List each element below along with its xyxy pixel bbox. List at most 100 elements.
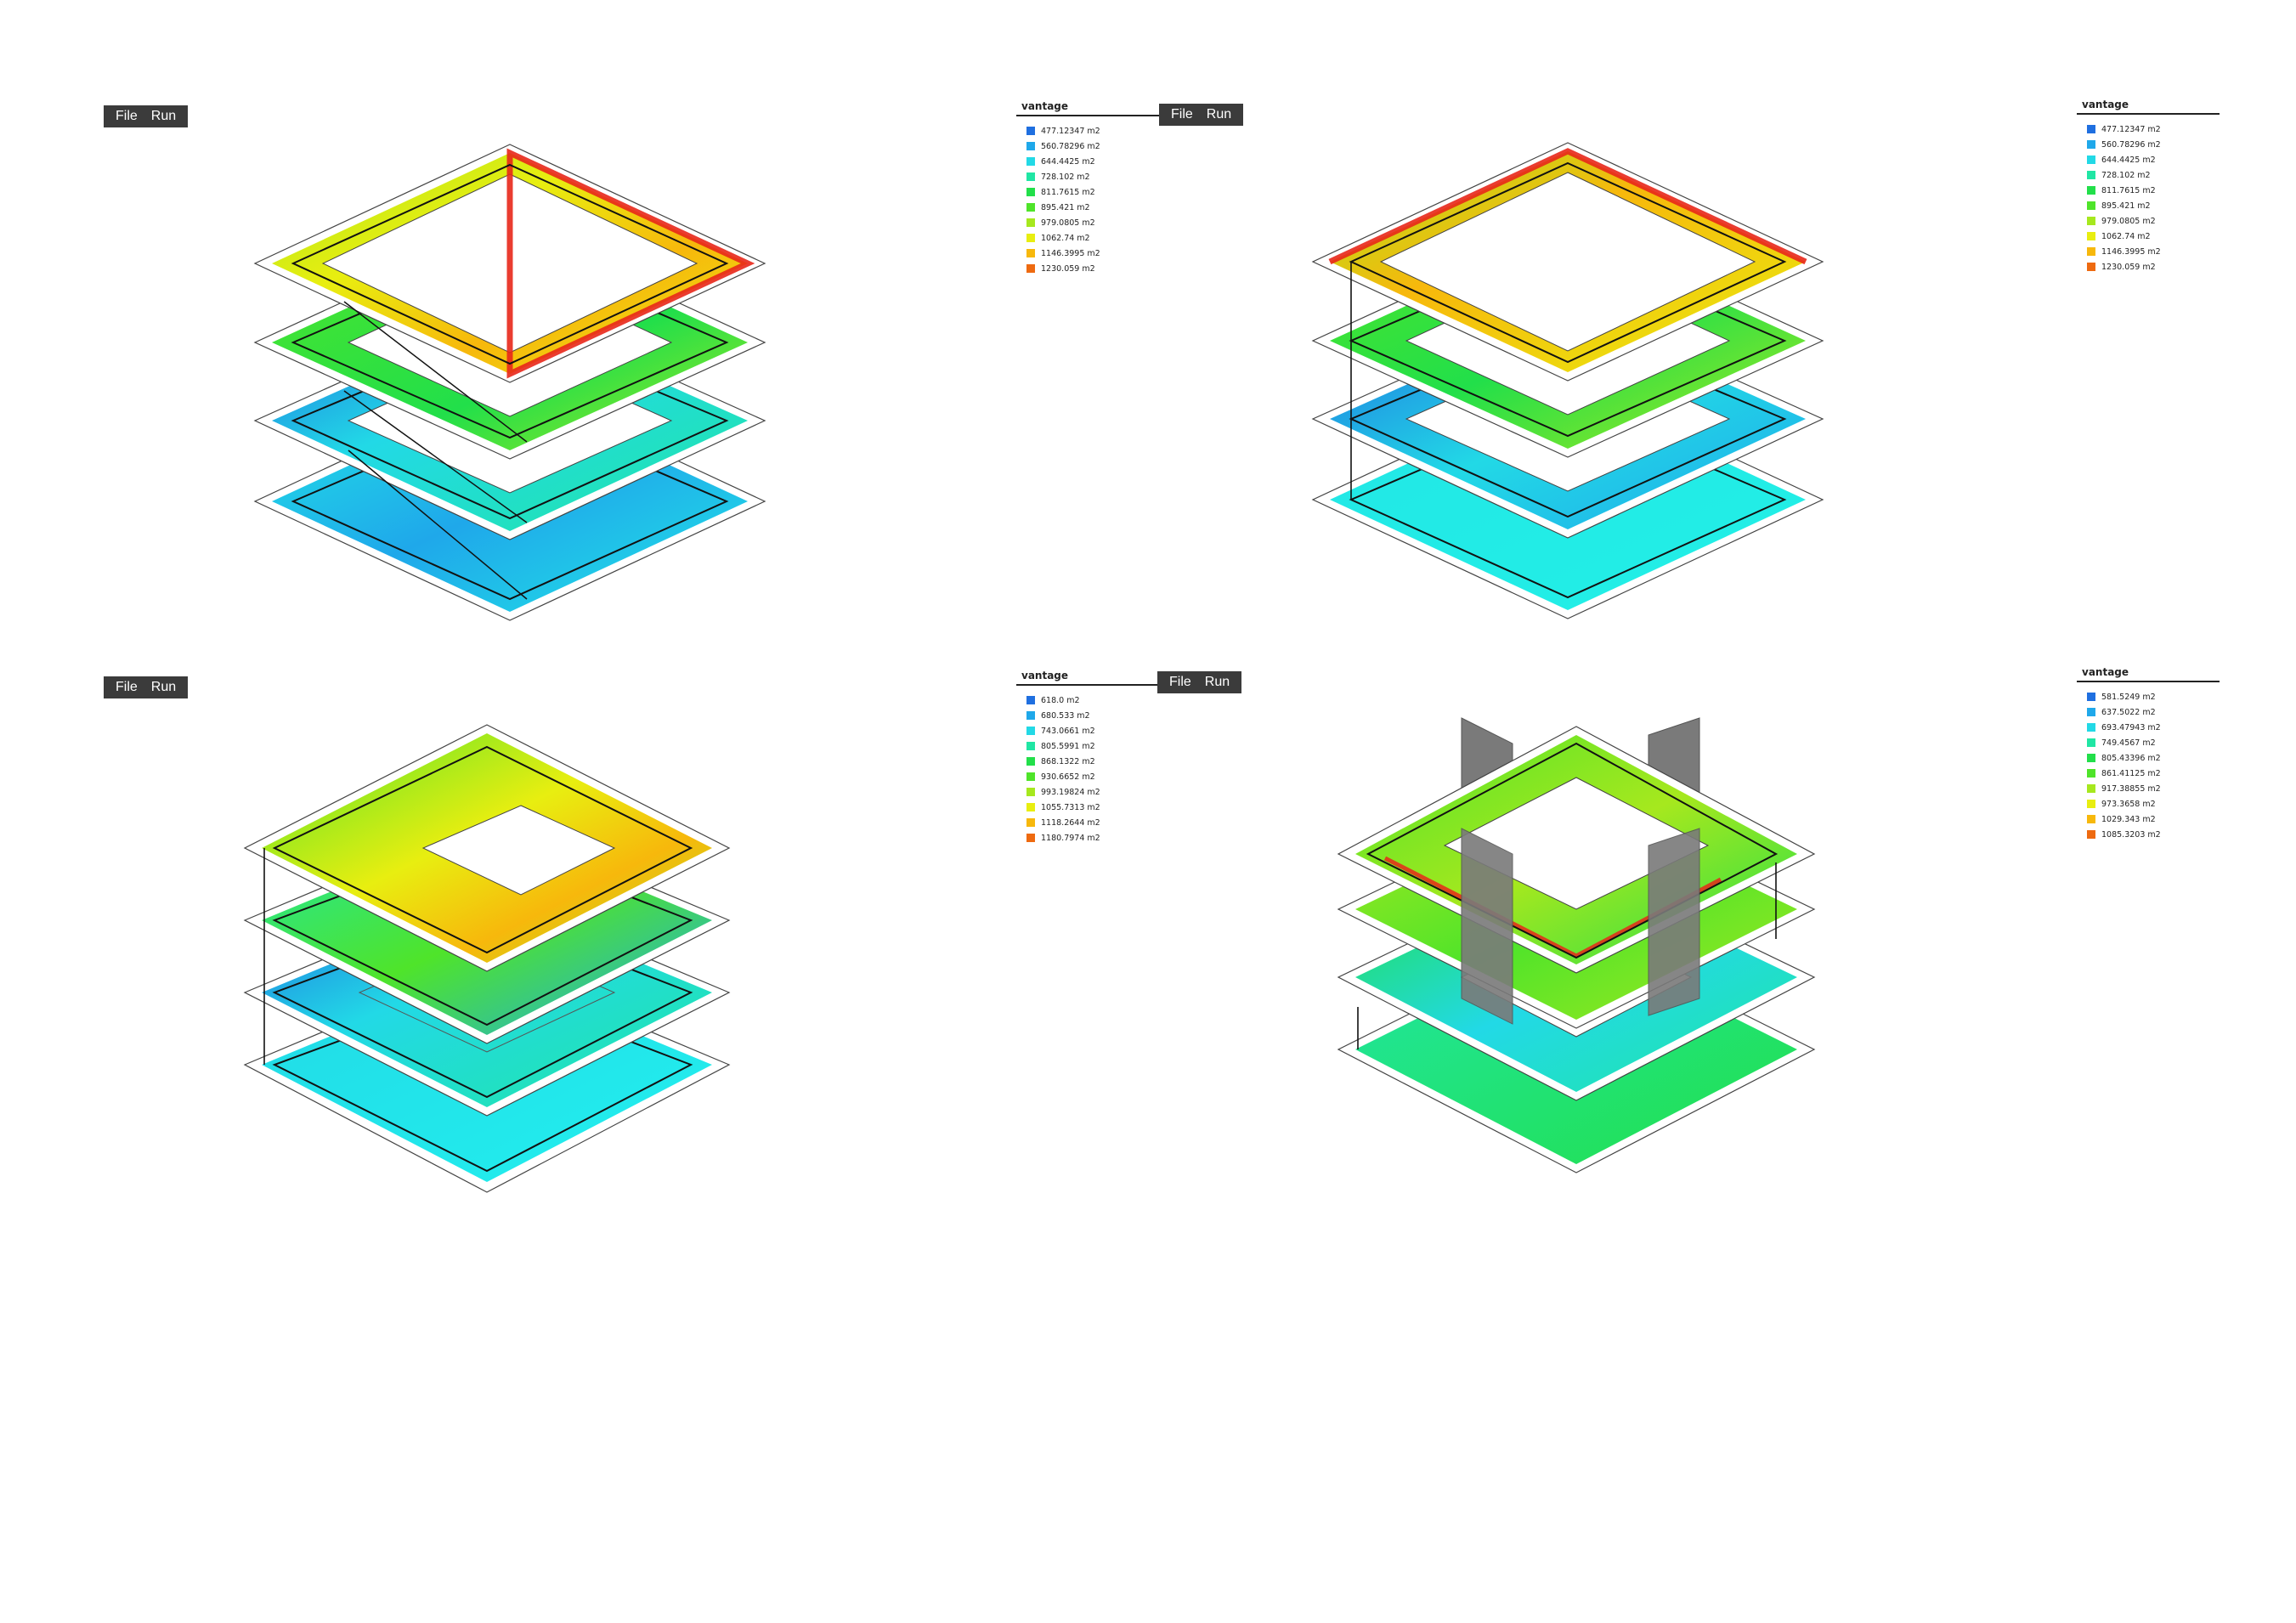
run-menu[interactable]: Run [1204, 675, 1230, 689]
legend-item: 1118.2644 m2 [1026, 815, 1159, 830]
legend-label: 805.43396 m2 [2101, 753, 2161, 763]
legend-swatch [1026, 249, 1035, 257]
legend-item: 477.12347 m2 [2087, 122, 2220, 137]
legend-item: 1180.7974 m2 [1026, 830, 1159, 845]
legend-item: 979.0805 m2 [1026, 215, 1159, 230]
legend-label: 1146.3995 m2 [1041, 248, 1100, 258]
legend-item: 680.533 m2 [1026, 708, 1159, 723]
isometric-floor-stack-1 [253, 144, 766, 621]
legend-label: 805.5991 m2 [1041, 741, 1095, 751]
legend-swatch [2087, 186, 2095, 195]
legend-swatch [2087, 708, 2095, 716]
legend-swatch [2087, 800, 2095, 808]
legend-label: 644.4425 m2 [2101, 155, 2156, 165]
legend-swatch [1026, 818, 1035, 827]
legend-item: 1062.74 m2 [1026, 230, 1159, 246]
legend-swatch [1026, 188, 1035, 196]
file-menu[interactable]: File [116, 680, 138, 694]
file-menu[interactable]: File [116, 109, 138, 123]
legend-label: 930.6652 m2 [1041, 772, 1095, 782]
legend-panel-2: vantage 477.12347 m2 560.78296 m2 644.4425… [2077, 99, 2220, 274]
legend-label: 1230.059 m2 [1041, 263, 1095, 274]
legend-label: 1118.2644 m2 [1041, 817, 1100, 828]
legend-item: 811.7615 m2 [1026, 184, 1159, 200]
legend-item: 805.43396 m2 [2087, 750, 2220, 766]
legend-swatch [1026, 142, 1035, 150]
legend-item: 805.5991 m2 [1026, 738, 1159, 754]
legend-swatch [1026, 264, 1035, 273]
legend-swatch [1026, 803, 1035, 812]
legend-panel-3: vantage 618.0 m2 680.533 m2 743.0661 m2 805… [1016, 670, 1159, 845]
run-menu[interactable]: Run [150, 109, 177, 123]
legend-item: 728.102 m2 [2087, 167, 2220, 183]
legend-title: vantage [1016, 670, 1159, 686]
legend-item: 973.3658 m2 [2087, 796, 2220, 812]
legend-swatch [1026, 218, 1035, 227]
legend-swatch [2087, 140, 2095, 149]
partition-walls-front [1461, 828, 1700, 1025]
file-menu[interactable]: File [1171, 107, 1193, 122]
legend-item: 1230.059 m2 [2087, 259, 2220, 274]
legend-label: 1062.74 m2 [2101, 231, 2151, 241]
legend-swatch [2087, 738, 2095, 747]
legend-swatch [2087, 171, 2095, 179]
legend-item: 1146.3995 m2 [1026, 246, 1159, 261]
legend-item: 581.5249 m2 [2087, 689, 2220, 704]
legend-item: 895.421 m2 [1026, 200, 1159, 215]
legend-swatch [2087, 784, 2095, 793]
legend-label: 1029.343 m2 [2101, 814, 2156, 824]
legend-item: 811.7615 m2 [2087, 183, 2220, 198]
legend-label: 749.4567 m2 [2101, 738, 2156, 748]
legend-label: 560.78296 m2 [1041, 141, 1100, 151]
legend-item: 749.4567 m2 [2087, 735, 2220, 750]
run-menu[interactable]: Run [150, 680, 177, 694]
legend-label: 973.3658 m2 [2101, 799, 2156, 809]
legend-swatch [2087, 769, 2095, 778]
circulation-lines [1357, 862, 1777, 1049]
legend-item: 1055.7313 m2 [1026, 800, 1159, 815]
legend-list: 618.0 m2 680.533 m2 743.0661 m2 805.5991 m2… [1016, 686, 1159, 845]
floor-level-4 [1311, 142, 1824, 382]
legend-swatch [1026, 203, 1035, 212]
menubar-panel-1: File Run [104, 105, 189, 127]
legend-swatch [1026, 172, 1035, 181]
legend-label: 811.7615 m2 [2101, 185, 2156, 195]
legend-swatch [1026, 127, 1035, 135]
legend-title: vantage [2077, 666, 2220, 682]
legend-swatch [2087, 754, 2095, 762]
legend-swatch [2087, 830, 2095, 839]
legend-label: 693.47943 m2 [2101, 722, 2161, 732]
legend-label: 979.0805 m2 [1041, 218, 1095, 228]
legend-swatch [1026, 711, 1035, 720]
isometric-floor-stack-2 [1311, 142, 1824, 619]
legend-label: 618.0 m2 [1041, 695, 1080, 705]
menubar-panel-4: File Run [1157, 671, 1242, 693]
legend-item: 930.6652 m2 [1026, 769, 1159, 784]
legend-item: 743.0661 m2 [1026, 723, 1159, 738]
legend-swatch [1026, 742, 1035, 750]
legend-swatch [2087, 232, 2095, 240]
legend-item: 861.41125 m2 [2087, 766, 2220, 781]
legend-label: 477.12347 m2 [1041, 126, 1100, 136]
legend-swatch [2087, 156, 2095, 164]
legend-swatch [2087, 263, 2095, 271]
legend-item: 618.0 m2 [1026, 693, 1159, 708]
floor-level-4 [243, 724, 731, 972]
legend-item: 560.78296 m2 [2087, 137, 2220, 152]
menubar-panel-3: File Run [104, 676, 189, 698]
legend-item: 1062.74 m2 [2087, 229, 2220, 244]
legend-swatch [2087, 693, 2095, 701]
file-menu[interactable]: File [1169, 675, 1191, 689]
legend-panel-1: vantage 477.12347 m2 560.78296 m2 644.4425… [1016, 100, 1159, 276]
legend-label: 728.102 m2 [1041, 172, 1090, 182]
legend-item: 868.1322 m2 [1026, 754, 1159, 769]
legend-label: 895.421 m2 [2101, 201, 2151, 211]
legend-item: 993.19824 m2 [1026, 784, 1159, 800]
run-menu[interactable]: Run [1206, 107, 1232, 122]
legend-label: 1085.3203 m2 [2101, 829, 2161, 840]
legend-swatch [2087, 247, 2095, 256]
legend-swatch [1026, 234, 1035, 242]
legend-list: 477.12347 m2 560.78296 m2 644.4425 m2 728.1… [2077, 115, 2220, 274]
legend-item: 637.5022 m2 [2087, 704, 2220, 720]
legend-item: 895.421 m2 [2087, 198, 2220, 213]
